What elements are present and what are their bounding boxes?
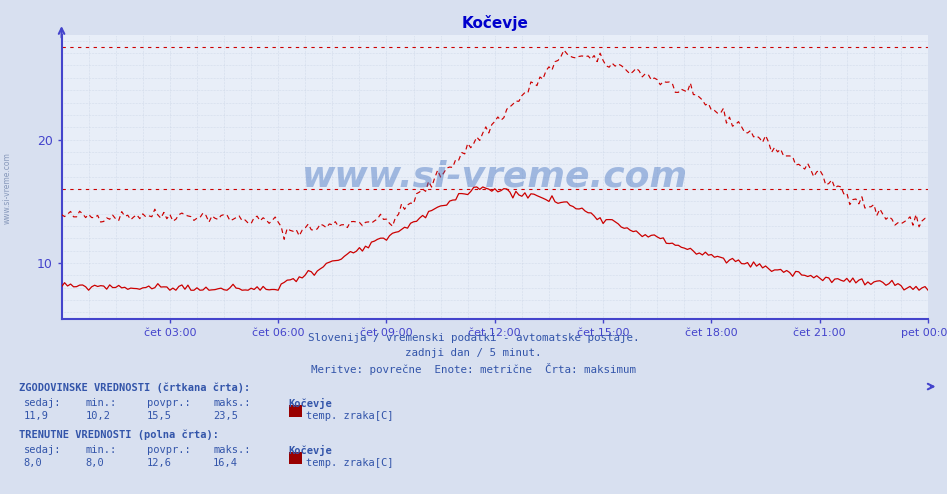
Text: povpr.:: povpr.: (147, 398, 190, 408)
Text: 11,9: 11,9 (24, 411, 48, 421)
Text: sedaj:: sedaj: (24, 445, 62, 454)
Text: temp. zraka[C]: temp. zraka[C] (306, 411, 393, 421)
Text: Kočevje: Kočevje (289, 398, 332, 409)
Text: TRENUTNE VREDNOSTI (polna črta):: TRENUTNE VREDNOSTI (polna črta): (19, 430, 219, 440)
Title: Kočevje: Kočevje (461, 15, 528, 31)
Text: povpr.:: povpr.: (147, 445, 190, 454)
Text: Kočevje: Kočevje (289, 445, 332, 455)
Text: maks.:: maks.: (213, 398, 251, 408)
Text: ZGODOVINSKE VREDNOSTI (črtkana črta):: ZGODOVINSKE VREDNOSTI (črtkana črta): (19, 383, 250, 393)
Text: min.:: min.: (85, 445, 116, 454)
Text: min.:: min.: (85, 398, 116, 408)
Text: maks.:: maks.: (213, 445, 251, 454)
Text: 15,5: 15,5 (147, 411, 171, 421)
Text: 8,0: 8,0 (24, 458, 43, 468)
Text: 16,4: 16,4 (213, 458, 238, 468)
Text: 23,5: 23,5 (213, 411, 238, 421)
Text: Slovenija / vremenski podatki - avtomatske postaje.: Slovenija / vremenski podatki - avtomats… (308, 333, 639, 343)
Text: 12,6: 12,6 (147, 458, 171, 468)
Text: sedaj:: sedaj: (24, 398, 62, 408)
Text: www.si-vreme.com: www.si-vreme.com (3, 152, 12, 224)
Text: www.si-vreme.com: www.si-vreme.com (302, 160, 688, 194)
Text: Meritve: povrečne  Enote: metrične  Črta: maksimum: Meritve: povrečne Enote: metrične Črta: … (311, 363, 636, 375)
Text: 8,0: 8,0 (85, 458, 104, 468)
Text: 10,2: 10,2 (85, 411, 110, 421)
Text: zadnji dan / 5 minut.: zadnji dan / 5 minut. (405, 348, 542, 358)
Text: temp. zraka[C]: temp. zraka[C] (306, 458, 393, 468)
